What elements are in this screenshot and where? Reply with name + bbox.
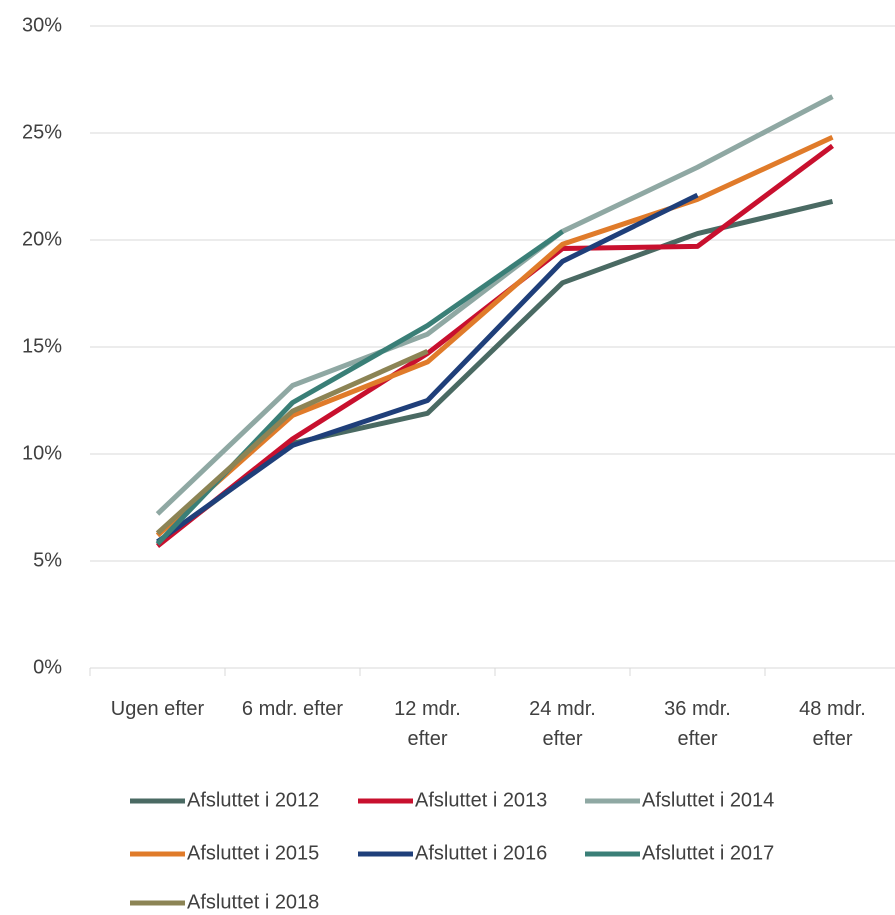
series-line (156, 192, 699, 544)
x-tick-label: 12 mdr. efter (394, 698, 461, 750)
series-line (156, 199, 834, 546)
legend-label: Afsluttet i 2018 (187, 891, 319, 913)
y-tick-label: 5% (33, 549, 62, 571)
y-tick-label: 20% (22, 228, 62, 250)
x-tick-label-box: 48 mdr. efter (799, 698, 866, 750)
x-tick-label-box: 24 mdr. efter (529, 698, 596, 750)
legend-label: Afsluttet i 2013 (415, 789, 547, 811)
x-tick-label: 24 mdr. efter (529, 698, 596, 750)
x-tick-label: 36 mdr. efter (664, 698, 731, 750)
series-line (155, 135, 834, 538)
series-line (155, 348, 429, 536)
x-tick-label-box: 36 mdr. efter (664, 698, 731, 750)
legend-label: Afsluttet i 2015 (187, 842, 319, 864)
y-tick-label: 0% (33, 656, 62, 678)
y-tick-label: 25% (22, 121, 62, 143)
y-tick-label: 30% (22, 14, 62, 36)
y-tick-label: 10% (22, 442, 62, 464)
series-line (155, 94, 834, 516)
x-tick-label: 48 mdr. efter (799, 698, 866, 750)
legend-label: Afsluttet i 2016 (415, 842, 547, 864)
x-tick-label: 6 mdr. efter (241, 698, 344, 720)
y-tick-label: 15% (22, 335, 62, 357)
legend-label: Afsluttet i 2012 (187, 789, 319, 811)
legend-label: Afsluttet i 2014 (642, 789, 774, 811)
x-tick-label-box: 6 mdr. efter (241, 698, 344, 720)
x-tick-label: Ugen efter (110, 698, 205, 720)
x-tick-label-box: Ugen efter (110, 698, 205, 720)
legend-label: Afsluttet i 2017 (642, 842, 774, 864)
x-tick-label-box: 12 mdr. efter (394, 698, 461, 750)
